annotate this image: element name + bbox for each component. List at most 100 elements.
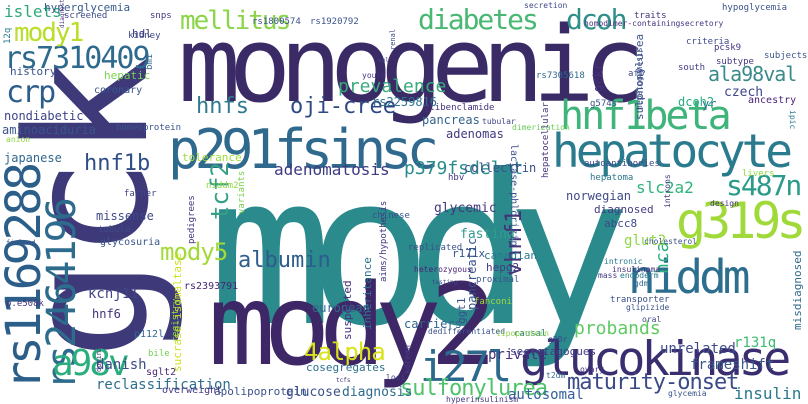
cloud-word: snps xyxy=(150,11,172,21)
cloud-word: ala98val xyxy=(708,62,797,86)
cloud-word: bile xyxy=(148,349,170,359)
cloud-word: transporter xyxy=(610,295,670,305)
cloud-word: south xyxy=(678,63,706,73)
cloud-word: slc2a2 xyxy=(636,178,694,197)
cloud-word: niddm2 xyxy=(206,181,239,191)
cloud-word: proximal xyxy=(476,275,520,285)
cloud-word: dedifferentiated xyxy=(428,327,506,336)
cloud-word: hepatocyte xyxy=(552,124,793,178)
cloud-word: secretion xyxy=(524,1,568,10)
cloud-word: tcfs xyxy=(336,377,351,384)
cloud-word: rs2393791 xyxy=(184,281,239,292)
cloud-word: probands xyxy=(574,318,661,339)
cloud-word: unrelated xyxy=(660,341,736,357)
cloud-word: ipic xyxy=(788,110,797,130)
cloud-word: design xyxy=(710,199,739,208)
cloud-word: sulfonylurea xyxy=(400,376,548,401)
cloud-word: maturity-onset xyxy=(567,370,739,395)
cloud-word: subtype xyxy=(716,57,754,67)
cloud-word: mody1 xyxy=(14,18,84,48)
cloud-word: rs2259816 xyxy=(372,95,438,109)
cloud-word: mass xyxy=(598,271,618,280)
cloud-word: hdl xyxy=(132,27,152,40)
cloud-word: p112l xyxy=(134,329,165,340)
cloud-word: gdm xyxy=(634,279,649,288)
cloud-word: kcnj11 xyxy=(88,286,139,302)
cloud-word: private xyxy=(488,347,548,363)
cloud-word: nondiabetic xyxy=(4,109,84,123)
cloud-word: bmi xyxy=(145,53,155,70)
cloud-word: cosegregates xyxy=(306,361,386,374)
cloud-word: 12q xyxy=(3,27,13,44)
cloud-word: adenomas xyxy=(446,127,504,141)
cloud-word: p.e508k xyxy=(6,299,44,309)
cloud-word: i27l xyxy=(420,342,512,391)
cloud-word: rs1800574 xyxy=(252,17,301,27)
cloud-word: t2dm xyxy=(546,371,566,380)
cloud-word: mody2 xyxy=(208,261,497,391)
cloud-word: mody xyxy=(208,131,631,373)
cloud-word: rs7305618 xyxy=(536,71,585,81)
cloud-word: cholesterol xyxy=(644,237,697,246)
cloud-word: r131q xyxy=(734,335,777,351)
cloud-word: introns xyxy=(663,174,672,208)
cloud-word: niddm xyxy=(628,250,751,304)
cloud-word: chinese xyxy=(372,211,410,221)
cloud-word: p291fsinsc xyxy=(168,118,439,181)
cloud-word: hnf1b xyxy=(84,151,151,176)
cloud-word: hepatocellular xyxy=(541,102,551,178)
cloud-word: loci xyxy=(386,373,406,382)
cloud-word: intronic xyxy=(604,257,643,266)
cloud-word: pancreas xyxy=(422,113,480,127)
cloud-word: rs7310409 xyxy=(4,41,151,76)
cloud-word: diagnosis xyxy=(342,385,413,400)
cloud-word: dimerization xyxy=(512,123,570,132)
cloud-word: homodimer-containing xyxy=(584,19,681,28)
cloud-word: hbv xyxy=(448,173,465,183)
cloud-word: glucokinase xyxy=(520,332,791,387)
cloud-word: diabetes xyxy=(418,3,539,36)
cloud-word: tolerance xyxy=(182,151,242,164)
cloud-word: hypoglycemia xyxy=(722,3,788,13)
cloud-word: inheritance xyxy=(361,257,374,330)
cloud-word: dominant xyxy=(95,338,103,372)
cloud-word: secretagogues xyxy=(510,345,597,358)
cloud-word: aminoaciduria xyxy=(2,123,96,137)
cloud-word: lactase-phlorizin xyxy=(508,144,519,247)
cloud-word: tubular xyxy=(482,117,516,126)
cloud-word: tubule xyxy=(98,225,131,235)
cloud-word: prevalence xyxy=(338,76,447,97)
cloud-word: kidney xyxy=(128,31,161,41)
cloud-word: danish xyxy=(96,357,147,373)
cloud-word: glipizide xyxy=(626,303,670,312)
cloud-word: diagnosed xyxy=(594,203,654,216)
cloud-word: misdiagnosed xyxy=(791,250,804,330)
cloud-word: collectrin xyxy=(464,161,537,175)
cloud-word: mody5 xyxy=(160,238,228,266)
cloud-word: pcsk9 xyxy=(714,43,742,53)
cloud-word: anion xyxy=(6,135,31,144)
cloud-word: insulinoma xyxy=(612,265,661,274)
cloud-word: carriers xyxy=(404,317,462,331)
cloud-word: oji-cree xyxy=(290,94,396,119)
cloud-word: a98v xyxy=(52,343,130,384)
cloud-word: ggt1 xyxy=(455,297,468,325)
cloud-word: oral xyxy=(642,315,662,324)
cloud-word: adenomatosis xyxy=(274,160,390,179)
cloud-word: testing xyxy=(432,279,458,286)
cloud-word: yr xyxy=(702,97,717,111)
cloud-word: hyperglycemia xyxy=(44,1,131,14)
cloud-word: albumin xyxy=(238,248,331,273)
cloud-word: sglt2 xyxy=(146,367,177,378)
cloud-word: endoderm xyxy=(620,271,659,280)
cloud-word: causal xyxy=(514,329,547,339)
cloud-word: insulin xyxy=(734,384,802,403)
cloud-word: diagnostic xyxy=(59,0,66,28)
cloud-word: g319s xyxy=(676,192,806,250)
cloud-word: canadian xyxy=(484,249,537,262)
cloud-word: coronary xyxy=(94,85,143,96)
cloud-word: history xyxy=(10,65,57,78)
cloud-word: overweight xyxy=(162,385,223,396)
cloud-word: ancestry xyxy=(748,95,797,106)
